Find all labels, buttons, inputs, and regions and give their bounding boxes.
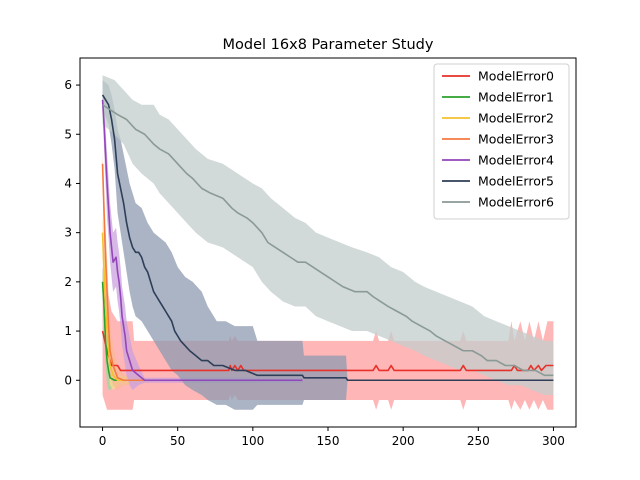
x-tick-label: 50 [170,434,185,448]
line-ModelError5 [101,94,554,382]
band-ModelError6 [102,75,554,396]
y-tick-label: 6 [64,78,72,92]
legend-label-ModelError1: ModelError1 [478,90,554,105]
x-tick-label: 100 [241,434,264,448]
chart-title: Model 16x8 Parameter Study [223,37,434,53]
legend-label-ModelError6: ModelError6 [478,195,554,210]
x-axis-ticks: 0 50 100 150 200 250 300 [99,427,565,448]
line-ModelError1 [101,281,133,382]
line-ModelError6 [102,104,554,377]
x-tick-label: 0 [99,434,107,448]
legend-label-ModelError3: ModelError3 [478,132,554,147]
band-ModelError5 [102,80,554,410]
legend-label-ModelError5: ModelError5 [478,174,554,189]
confidence-bands [102,75,554,410]
legend-label-ModelError0: ModelError0 [478,69,554,84]
y-tick-label: 3 [64,226,72,240]
x-tick-label: 250 [467,434,490,448]
legend-label-ModelError4: ModelError4 [478,153,554,168]
y-tick-label: 0 [64,373,72,387]
y-tick-label: 4 [64,176,72,190]
x-tick-label: 200 [392,434,415,448]
y-tick-label: 2 [64,275,72,289]
x-tick-label: 300 [542,434,565,448]
y-tick-label: 1 [64,324,72,338]
legend-label-ModelError2: ModelError2 [478,111,554,126]
y-tick-label: 5 [64,127,72,141]
line-ModelError0 [101,330,554,372]
legend: ModelError0 ModelError1 ModelError2 ModelEr… [433,63,570,220]
x-tick-label: 150 [317,434,340,448]
line-ModelError4 [101,99,303,382]
y-axis-ticks: 0 1 2 3 4 5 6 [64,78,80,387]
series-lines [101,94,554,382]
line-ModelError2 [101,232,141,382]
line-ModelError3 [101,163,148,382]
